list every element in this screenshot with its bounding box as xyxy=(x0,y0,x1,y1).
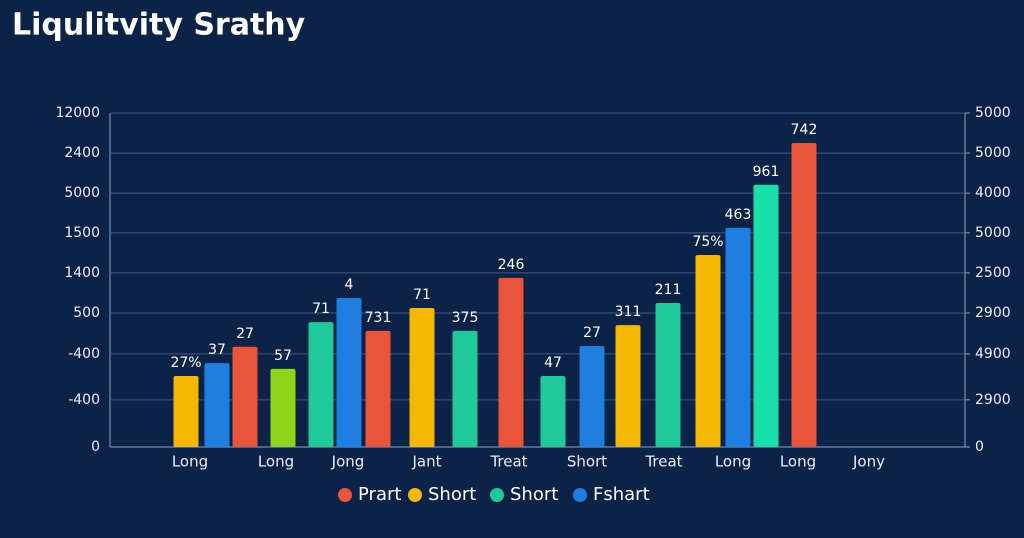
y2-tick-label: 4900 xyxy=(975,346,1011,362)
x-tick-label: Treat xyxy=(489,453,527,471)
y-tick-label: 0 xyxy=(91,439,100,455)
bar xyxy=(308,322,334,447)
bar xyxy=(270,368,296,447)
y2-tick-label: 0 xyxy=(975,439,984,455)
bar xyxy=(615,325,641,447)
x-tick-label: Jant xyxy=(411,453,441,471)
bar-label: 731 xyxy=(365,310,392,326)
legend-swatch xyxy=(338,488,352,502)
bar-label: 311 xyxy=(615,304,642,320)
bar xyxy=(365,330,391,447)
legend-swatch xyxy=(490,488,504,502)
bar-label: 37 xyxy=(208,342,226,358)
bar xyxy=(695,254,721,447)
bar xyxy=(452,330,478,447)
chart-title: Liqulitvity Srathy xyxy=(12,8,306,43)
x-tick-label: Long xyxy=(715,453,751,471)
x-tick-label: Jony xyxy=(852,453,885,471)
bar-label: 375 xyxy=(452,310,479,326)
bar-label: 961 xyxy=(753,164,780,180)
bar xyxy=(336,297,362,447)
bar-label: 47 xyxy=(544,355,562,371)
bar xyxy=(498,277,524,447)
bar xyxy=(204,363,230,447)
bar-label: 71 xyxy=(312,301,330,317)
bar xyxy=(540,376,566,447)
y2-tick-label: 2900 xyxy=(975,305,1011,321)
y2-tick-label: 2900 xyxy=(975,392,1011,408)
legend-swatch xyxy=(573,488,587,502)
bar-label: 742 xyxy=(791,122,818,138)
y-tick-label: 1500 xyxy=(64,225,100,241)
bar xyxy=(579,345,605,447)
bar-label: 27 xyxy=(583,325,601,341)
x-tick-label: Long xyxy=(172,453,208,471)
y2-tick-label: 2500 xyxy=(975,265,1011,281)
bar xyxy=(409,307,435,447)
x-tick-label: Treat xyxy=(644,453,682,471)
legend-label: Short xyxy=(428,484,476,505)
x-tick-label: Short xyxy=(567,453,607,471)
bar xyxy=(725,227,751,447)
y-tick-label: 2400 xyxy=(64,145,100,161)
y-tick-label: 5000 xyxy=(64,185,100,201)
bar xyxy=(753,184,779,447)
bar-label: 4 xyxy=(345,277,354,293)
bar xyxy=(655,302,681,447)
y-tick-label: 1400 xyxy=(64,265,100,281)
bar-label: 246 xyxy=(498,257,525,273)
x-tick-label: Jong xyxy=(331,453,365,471)
bar-label: 27% xyxy=(170,355,201,371)
y-tick-label: -400 xyxy=(68,346,100,362)
legend-label: Fshart xyxy=(593,484,650,505)
x-tick-label: Long xyxy=(258,453,294,471)
y2-tick-label: 5000 xyxy=(975,105,1011,121)
bar-label: 27 xyxy=(236,326,254,342)
bar xyxy=(232,346,258,447)
bar-label: 211 xyxy=(655,282,682,298)
bar xyxy=(173,376,199,447)
bar-label: 57 xyxy=(274,348,292,364)
x-tick-label: Long xyxy=(780,453,816,471)
y-tick-label: 12000 xyxy=(55,105,100,121)
legend-swatch xyxy=(408,488,422,502)
y2-tick-label: 4000 xyxy=(975,185,1011,201)
bar-label: 463 xyxy=(725,207,752,223)
bar xyxy=(791,143,817,447)
bar-label: 75% xyxy=(692,234,723,250)
y-tick-label: -400 xyxy=(68,392,100,408)
bar-label: 71 xyxy=(413,287,431,303)
legend-label: Prart xyxy=(358,484,401,505)
y2-tick-label: 5000 xyxy=(975,145,1011,161)
y-tick-label: 500 xyxy=(73,305,100,321)
legend-label: Short xyxy=(510,484,558,505)
y2-tick-label: 5000 xyxy=(975,225,1011,241)
